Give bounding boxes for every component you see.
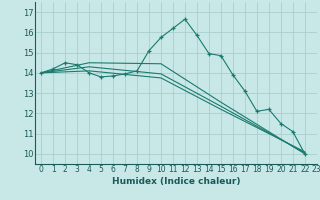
X-axis label: Humidex (Indice chaleur): Humidex (Indice chaleur) — [112, 177, 240, 186]
